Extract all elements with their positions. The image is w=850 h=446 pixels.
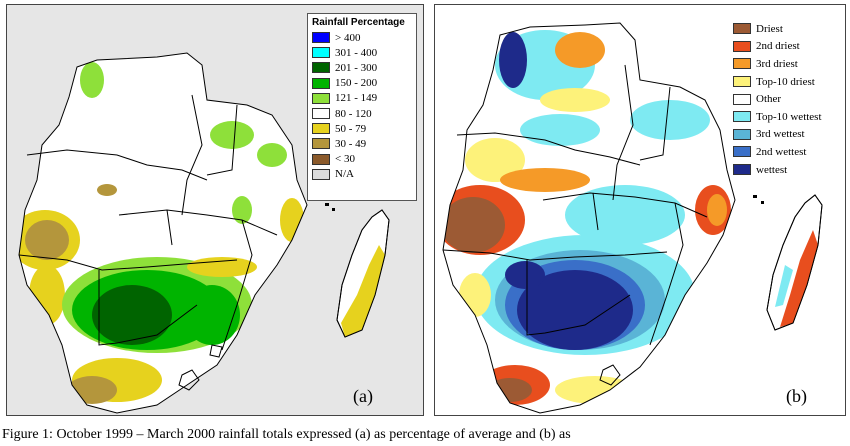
legend-swatch xyxy=(733,93,751,105)
legend-swatch xyxy=(733,23,751,35)
legend-swatch xyxy=(733,111,751,123)
legend-label: < 30 xyxy=(335,153,355,166)
legend-entry: 201 - 300 xyxy=(312,60,412,75)
map-panel-b: Driest 2nd driest 3rd driest Top-10 driest O… xyxy=(434,4,846,416)
legend-entry: 3rd wettest xyxy=(733,126,843,144)
legend-swatch xyxy=(312,138,330,150)
legend-entry: 80 - 120 xyxy=(312,106,412,121)
legend-swatch xyxy=(733,146,751,158)
legend-swatch xyxy=(312,168,330,180)
legend-entry: 150 - 200 xyxy=(312,76,412,91)
legend-entry: Top-10 driest xyxy=(733,73,843,91)
legend-entry: Driest xyxy=(733,20,843,38)
legend-swatch xyxy=(312,32,330,44)
legend-swatch xyxy=(733,40,751,52)
legend-label: 301 - 400 xyxy=(335,46,378,59)
legend-swatch xyxy=(312,108,330,120)
legend-entries: Driest 2nd driest 3rd driest Top-10 driest O… xyxy=(733,20,843,178)
legend-label: N/A xyxy=(335,168,354,181)
legend-entry: N/A xyxy=(312,167,412,182)
legend-swatch xyxy=(733,58,751,70)
legend-entry: 2nd driest xyxy=(733,38,843,56)
rainfall-rank-regions xyxy=(443,30,731,405)
legend-b: Driest 2nd driest 3rd driest Top-10 driest O… xyxy=(733,20,843,178)
legend-entry: 2nd wettest xyxy=(733,143,843,161)
legend-label: 201 - 300 xyxy=(335,61,378,74)
legend-swatch xyxy=(733,128,751,140)
legend-label: 2nd driest xyxy=(756,40,800,53)
legend-entry: 121 - 149 xyxy=(312,91,412,106)
legend-swatch xyxy=(312,123,330,135)
legend-label: 3rd driest xyxy=(756,57,798,70)
legend-swatch xyxy=(312,77,330,89)
legend-label: Driest xyxy=(756,22,783,35)
legend-entries: > 400 301 - 400 201 - 300 150 - 200 121 - 14… xyxy=(312,30,412,182)
legend-label: wettest xyxy=(756,163,788,176)
legend-label: 30 - 49 xyxy=(335,137,367,150)
map-a-svg xyxy=(18,52,390,414)
legend-label: 121 - 149 xyxy=(335,92,378,105)
legend-label: 50 - 79 xyxy=(335,122,367,135)
legend-swatch xyxy=(312,92,330,104)
legend-swatch xyxy=(733,76,751,88)
legend-label: Top-10 wettest xyxy=(756,110,822,123)
legend-swatch xyxy=(312,47,330,59)
legend-entry: wettest xyxy=(733,161,843,179)
legend-swatch xyxy=(312,153,330,165)
legend-label: > 400 xyxy=(335,31,361,44)
map-panel-a: Rainfall Percentage > 400 301 - 400 201 - … xyxy=(6,4,424,416)
legend-entry: < 30 xyxy=(312,152,412,167)
panel-label-b: (b) xyxy=(786,386,807,406)
legend-entry: 301 - 400 xyxy=(312,45,412,60)
legend-label: Top-10 driest xyxy=(756,75,815,88)
legend-entry: 3rd driest xyxy=(733,55,843,73)
legend-label: 80 - 120 xyxy=(335,107,372,120)
map-b-svg xyxy=(442,22,823,414)
legend-title: Rainfall Percentage xyxy=(312,17,405,28)
legend-entry: Top-10 wettest xyxy=(733,108,843,126)
legend-entry: > 400 xyxy=(312,30,412,45)
country-borders xyxy=(442,22,736,414)
panel-label-a: (a) xyxy=(353,386,373,406)
country-borders xyxy=(18,52,308,414)
legend-entry: 30 - 49 xyxy=(312,136,412,151)
figure-caption: Figure 1: October 1999 – March 2000 rain… xyxy=(2,427,571,442)
legend-swatch xyxy=(733,164,751,176)
legend-label: 150 - 200 xyxy=(335,77,378,90)
legend-swatch xyxy=(312,62,330,74)
legend-label: Other xyxy=(756,93,782,106)
legend-label: 3rd wettest xyxy=(756,128,805,141)
rainfall-regions xyxy=(19,62,304,404)
legend-entry: 50 - 79 xyxy=(312,121,412,136)
legend-label: 2nd wettest xyxy=(756,145,807,158)
legend-a: Rainfall Percentage > 400 301 - 400 201 - … xyxy=(307,13,417,201)
legend-entry: Other xyxy=(733,90,843,108)
